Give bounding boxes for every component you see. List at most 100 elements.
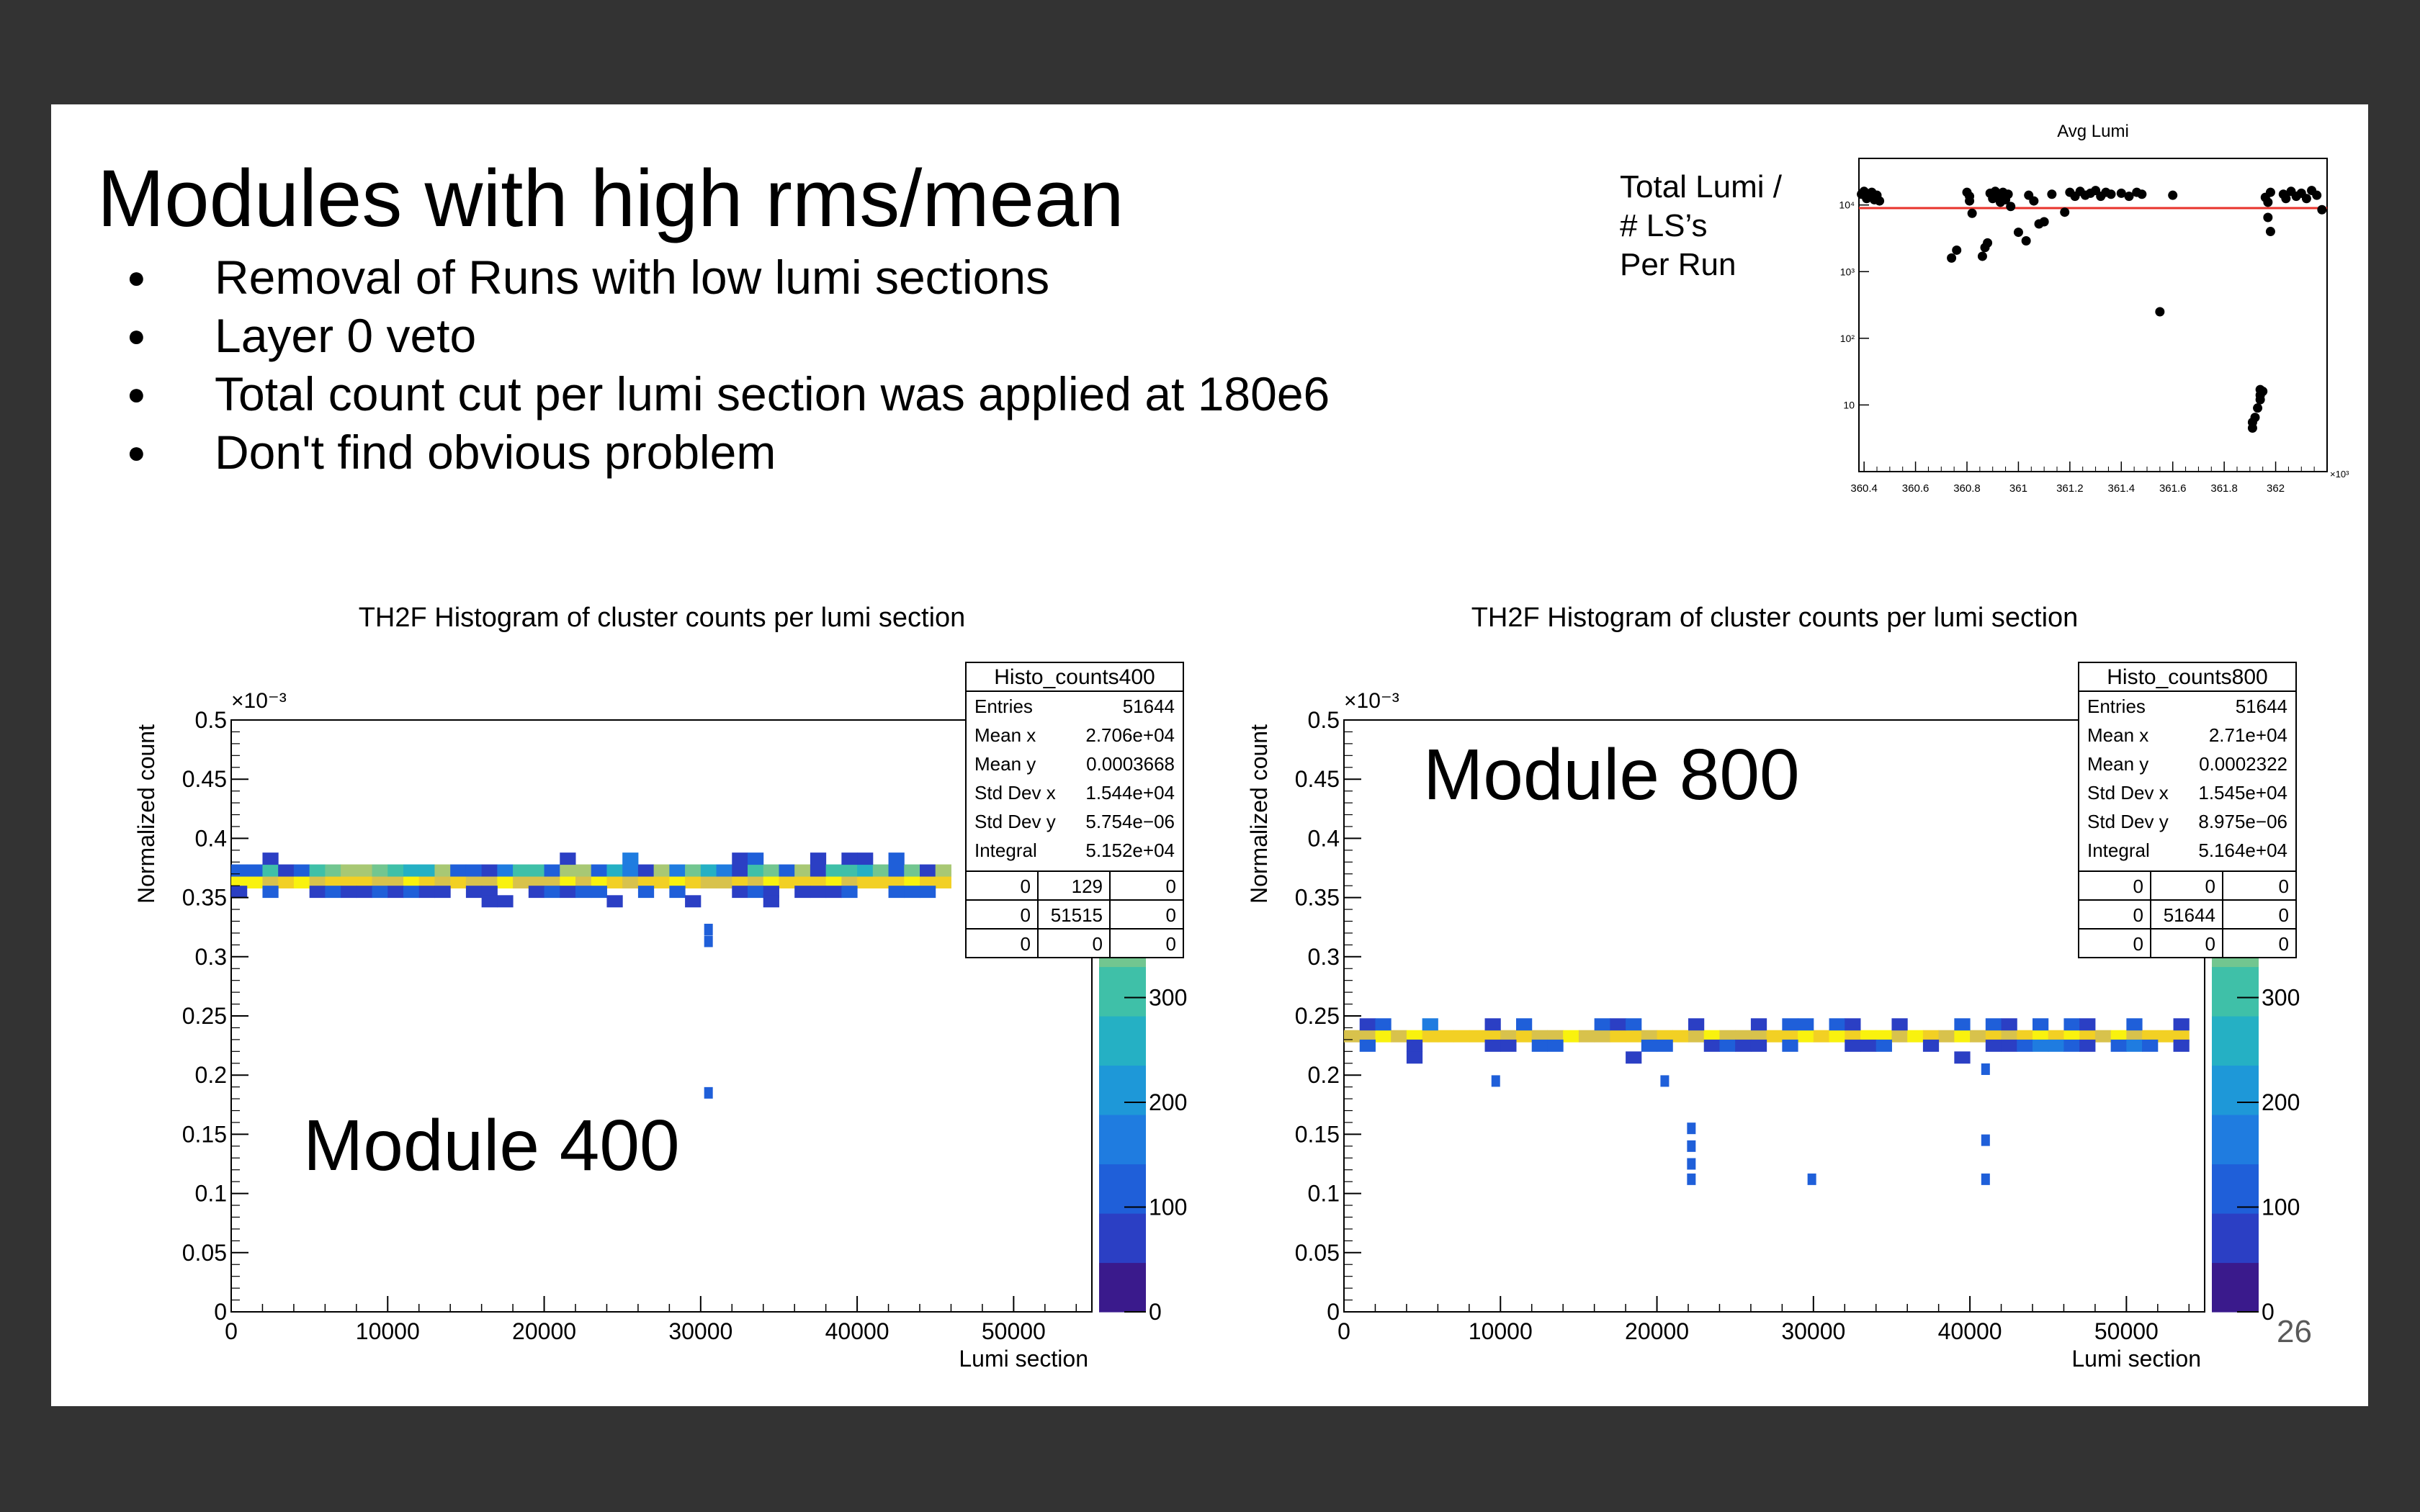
color-bar-segment	[2212, 966, 2259, 1017]
heatmap-cell	[1344, 1030, 1361, 1043]
data-point	[2265, 187, 2275, 197]
heatmap-cell	[1406, 1030, 1423, 1043]
stats-grid-cell: 0	[2279, 876, 2289, 897]
heatmap-cell	[1922, 1039, 1940, 1052]
stats-value: 1.545e+04	[2198, 782, 2287, 804]
stats-label: Mean y	[2087, 753, 2148, 775]
bullet-item: Total count cut per lumi section was app…	[127, 365, 1330, 423]
y-tick-label: 0.2	[1308, 1062, 1340, 1088]
stats-grid-cell: 0	[1021, 904, 1031, 926]
heatmap-cell	[403, 886, 420, 899]
heatmap-cell	[1500, 1039, 1517, 1052]
heatmap-cell	[1406, 1039, 1423, 1052]
y-tick-label: 0.2	[195, 1062, 227, 1088]
data-point	[1967, 208, 1977, 218]
data-point	[2003, 189, 2013, 199]
heatmap-cell	[857, 852, 874, 865]
x-tick-label: 10000	[1469, 1318, 1533, 1344]
color-bar-segment	[2212, 1065, 2259, 1115]
data-point	[2168, 190, 2178, 200]
chart-title: Avg Lumi	[2057, 122, 2129, 141]
heatmap-outlier-cell	[1981, 1134, 1990, 1146]
data-point	[2155, 307, 2165, 317]
heatmap-outlier-cell	[704, 935, 713, 948]
stats-grid-cell: 0	[1021, 876, 1031, 897]
heatmap-cell	[591, 864, 607, 877]
data-point	[2281, 194, 2291, 204]
heatmap-cell	[560, 886, 576, 899]
heatmap-cell	[1985, 1030, 2002, 1043]
heatmap-cell	[1594, 1030, 1610, 1043]
heatmap-cell	[779, 876, 795, 888]
color-bar-segment	[2212, 1115, 2259, 1165]
heatmap-cell	[732, 852, 748, 865]
heatmap-cell	[1829, 1030, 1845, 1043]
x-tick-label: 362	[2267, 482, 2285, 495]
module-400-histogram: TH2F Histogram of cluster counts per lum…	[133, 603, 1187, 1372]
y-tick-label: 10³	[1840, 266, 1855, 277]
heatmap-cell	[246, 876, 263, 888]
stats-grid-cell: 0	[1166, 933, 1176, 955]
heatmap-cell	[794, 886, 811, 899]
heatmap-cell	[497, 876, 514, 888]
heatmap-outlier-cell	[1660, 1075, 1670, 1087]
heatmap-cell	[1563, 1030, 1579, 1043]
heatmap-cell	[497, 895, 514, 908]
x-tick-label: 360.6	[1902, 482, 1930, 495]
heatmap-cell	[2033, 1039, 2049, 1052]
stats-grid-cell: 51515	[1051, 904, 1103, 926]
y-exponent-label: ×10⁻³	[231, 689, 287, 713]
stats-label: Mean x	[2087, 724, 2148, 746]
stats-grid-cell: 0	[1166, 876, 1176, 897]
heatmap-cell	[575, 876, 592, 888]
heatmap-cell	[465, 864, 483, 877]
data-point	[2317, 204, 2327, 215]
heatmap-cell	[2048, 1039, 2064, 1052]
bullet-item: Removal of Runs with low lumi sections	[127, 248, 1330, 307]
heatmap-cell	[293, 876, 310, 888]
heatmap-cell	[810, 864, 827, 877]
module-label: Module 800	[1423, 734, 1800, 815]
x-exponent-label: ×10³	[2330, 469, 2349, 480]
heatmap-cell	[278, 876, 295, 888]
heatmap-cell	[1954, 1018, 1971, 1031]
x-tick-label: 0	[1337, 1318, 1350, 1344]
heatmap-cell	[841, 864, 858, 877]
data-point	[2312, 190, 2322, 200]
heatmap-cell	[387, 886, 404, 899]
heatmap-cell	[1469, 1030, 1486, 1043]
data-point	[2263, 197, 2273, 207]
heatmap-cell	[325, 876, 341, 888]
heatmap-cell	[794, 864, 811, 877]
y-tick-label: 0.35	[1295, 885, 1340, 911]
data-point	[2124, 192, 2134, 202]
y-tick-label: 0.45	[1295, 766, 1340, 792]
heatmap-cell	[1688, 1030, 1705, 1043]
heatmap-cell	[1954, 1051, 1971, 1064]
heatmap-cell	[1845, 1039, 1861, 1052]
heatmap-cell	[1375, 1030, 1392, 1043]
heatmap-cell	[544, 864, 560, 877]
heatmap-cell	[1782, 1030, 1798, 1043]
heatmap-outlier-cell	[1981, 1063, 1990, 1075]
stats-value: 5.152e+04	[1085, 840, 1175, 861]
lumi-label-line: Total Lumi /	[1620, 169, 1782, 204]
heatmap-cell	[2063, 1018, 2080, 1031]
heatmap-cell	[748, 876, 764, 888]
heatmap-cell	[341, 886, 357, 899]
heatmap-cell	[935, 864, 951, 877]
heatmap-cell	[606, 876, 623, 888]
heatmap-cell	[1750, 1039, 1767, 1052]
stats-grid-cell: 0	[2133, 933, 2143, 955]
heatmap-cell	[794, 876, 811, 888]
stats-value: 8.975e−06	[2198, 811, 2287, 832]
x-tick-label: 20000	[512, 1318, 576, 1344]
bullet-list: Removal of Runs with low lumi sections L…	[127, 248, 1330, 482]
heatmap-cell	[763, 886, 779, 899]
x-tick-label: 30000	[668, 1318, 732, 1344]
heatmap-cell	[1359, 1018, 1376, 1031]
stats-grid-cell: 0	[1166, 904, 1176, 926]
heatmap-cell	[1907, 1030, 1924, 1043]
heatmap-cell	[1922, 1030, 1940, 1043]
heatmap-cell	[857, 864, 874, 877]
